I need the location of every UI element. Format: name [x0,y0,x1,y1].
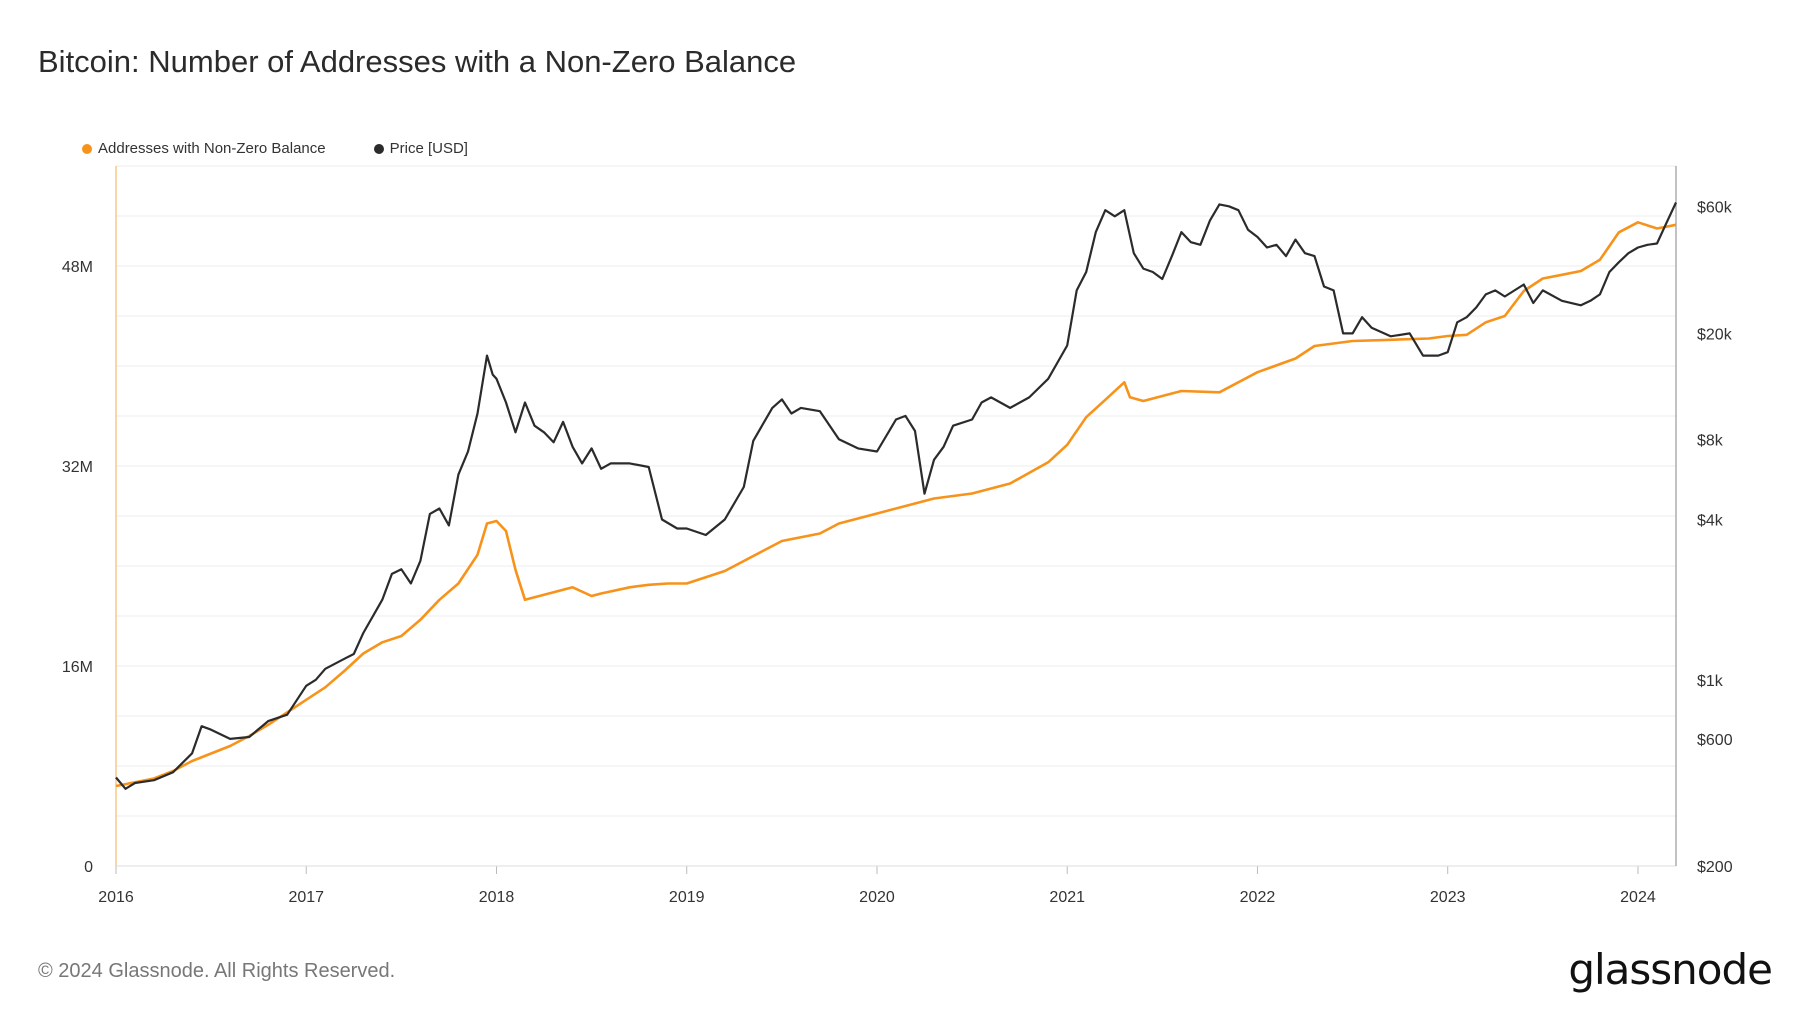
y-right-tick-label: $4k [1697,513,1724,530]
x-tick-label: 2019 [669,889,705,906]
legend-item-addresses[interactable]: Addresses with Non-Zero Balance [82,140,326,157]
x-tick-label: 2020 [859,889,895,906]
y-right-tick-label: $20k [1697,326,1733,343]
copyright-footer: © 2024 Glassnode. All Rights Reserved. [38,960,396,982]
x-tick-label: 2024 [1620,889,1656,906]
legend-dot-dark-icon [373,143,384,154]
y-right-tick-label: $60k [1697,199,1733,216]
series-lines [115,202,1677,790]
y-right-tick-label: $200 [1697,859,1733,876]
tick-labels: 2016 2017 2018 2019 2020 2021 2022 2023 2024 0 16M… [62,199,1733,906]
glassnode-logo: glassnode [1568,945,1773,994]
x-tick-label: 2021 [1049,889,1085,906]
legend-item-price[interactable]: Price [USD] [373,140,468,157]
x-tick-label: 2018 [479,889,515,906]
x-tick-label: 2022 [1240,889,1276,906]
chart-legend: Addresses with Non-Zero Balance Price [U… [82,140,468,157]
y-right-tick-label: $600 [1697,732,1733,749]
grid-lines [116,165,1676,867]
price-series-line [115,202,1677,790]
legend-dot-orange-icon [82,143,92,154]
x-tick-label: 2023 [1430,889,1466,906]
axes [115,166,1677,874]
x-tick-label: 2017 [288,889,324,906]
y-left-tick-label: 32M [62,459,93,476]
y-left-tick-label: 0 [84,859,93,876]
y-left-tick-label: 48M [62,259,93,276]
legend-label-price: Price [USD] [389,140,468,157]
x-tick-label: 2016 [98,889,134,906]
chart-title: Bitcoin: Number of Addresses with a Non-… [38,44,797,79]
addresses-series-line [115,221,1677,788]
y-right-tick-label: $1k [1697,673,1724,690]
y-right-tick-label: $8k [1697,432,1724,449]
legend-label-addresses: Addresses with Non-Zero Balance [98,140,326,157]
y-left-tick-label: 16M [62,659,93,676]
